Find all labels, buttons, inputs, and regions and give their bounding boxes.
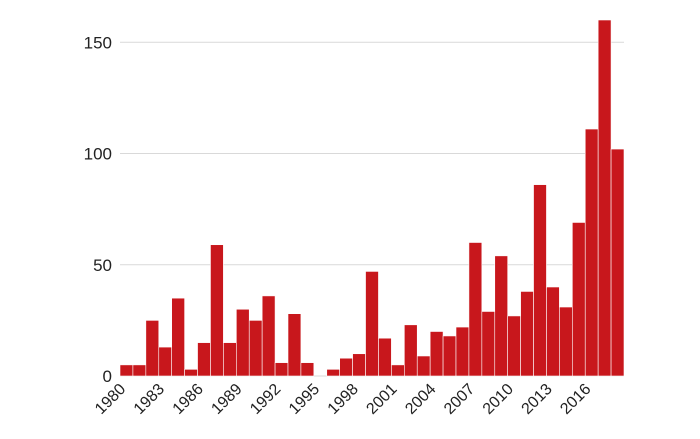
bar-2011 bbox=[520, 291, 534, 377]
bar-1994 bbox=[300, 362, 315, 377]
bar-2008 bbox=[481, 311, 496, 377]
bar-1982 bbox=[145, 320, 160, 377]
bar-1986 bbox=[197, 342, 211, 377]
bar-1992 bbox=[274, 362, 289, 377]
x-tick-label: 1989 bbox=[208, 381, 245, 418]
bar-1988 bbox=[223, 342, 237, 377]
bar-2018 bbox=[610, 148, 625, 377]
bar-2001 bbox=[391, 364, 405, 377]
bar-2014 bbox=[559, 306, 573, 377]
x-tick-label: 1980 bbox=[92, 381, 129, 418]
x-tick-label: 2010 bbox=[480, 381, 517, 418]
x-tick-label: 1986 bbox=[170, 381, 207, 418]
x-tick-label: 2004 bbox=[402, 381, 439, 418]
bar-1987 bbox=[210, 244, 224, 377]
bar-1991 bbox=[261, 295, 276, 377]
y-axis-ticks: 0 50 100 150 bbox=[84, 33, 112, 386]
bar-2007 bbox=[468, 242, 483, 377]
y-tick-label: 150 bbox=[84, 33, 112, 52]
x-tick-label: 2001 bbox=[363, 381, 400, 418]
bar-2009 bbox=[494, 255, 508, 377]
bar-2002 bbox=[404, 324, 418, 377]
x-axis-ticks: 1980 1983 1986 1989 1992 1995 1998 2001 2004 2007… bbox=[92, 381, 594, 418]
bar-2005 bbox=[442, 335, 457, 377]
bar-1993 bbox=[287, 313, 302, 377]
y-tick-label: 0 bbox=[103, 367, 112, 386]
bar-1985 bbox=[184, 369, 198, 377]
bar-1999 bbox=[365, 271, 379, 377]
x-tick-label: 1983 bbox=[131, 381, 168, 418]
bar-1990 bbox=[248, 320, 263, 377]
bar-1981 bbox=[132, 364, 147, 377]
x-tick-label: 2007 bbox=[441, 381, 478, 418]
bar-2010 bbox=[507, 315, 521, 377]
bar-1984 bbox=[171, 297, 185, 377]
bar-2013 bbox=[546, 286, 560, 377]
y-tick-label: 50 bbox=[93, 256, 112, 275]
x-tick-label: 1998 bbox=[325, 381, 362, 418]
y-tick-label: 100 bbox=[84, 145, 112, 164]
bar-2004 bbox=[429, 331, 444, 377]
bar-1998 bbox=[352, 353, 366, 377]
x-tick-label: 1995 bbox=[286, 381, 323, 418]
bar-2000 bbox=[378, 337, 392, 377]
bar-2017 bbox=[597, 19, 612, 377]
bar-2006 bbox=[455, 326, 470, 377]
bar-2015 bbox=[572, 222, 586, 377]
bars bbox=[119, 19, 625, 377]
bar-2003 bbox=[416, 355, 431, 377]
x-tick-label: 2016 bbox=[557, 381, 594, 418]
bar-1996 bbox=[326, 369, 340, 377]
bar-1997 bbox=[339, 357, 353, 377]
bar-1989 bbox=[236, 308, 250, 377]
bar-1983 bbox=[158, 346, 172, 377]
bar-1980 bbox=[119, 364, 134, 377]
x-tick-label: 2013 bbox=[519, 381, 556, 418]
bar-2012 bbox=[533, 184, 547, 377]
bar-2016 bbox=[584, 128, 599, 377]
x-tick-label: 1992 bbox=[247, 381, 284, 418]
